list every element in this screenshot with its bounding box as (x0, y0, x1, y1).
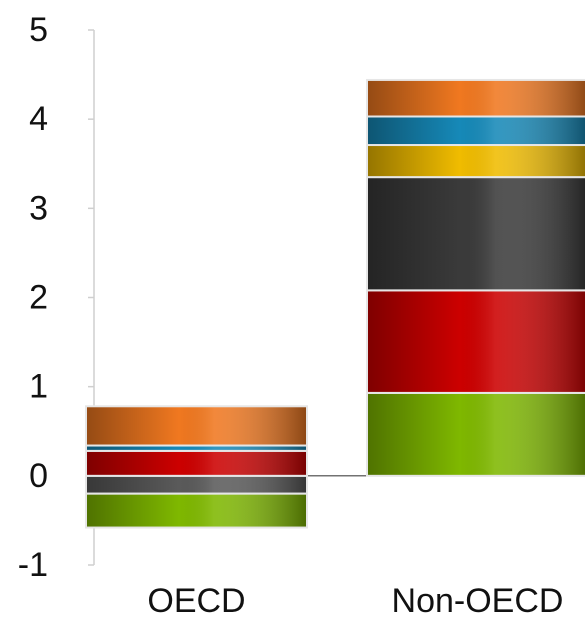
y-tick-label: 4 (29, 100, 48, 138)
x-category-label: Non-OECD (392, 582, 564, 620)
bar-segment (85, 474, 308, 495)
bars (85, 78, 585, 529)
axis-labels: -1 0 1 2 3 4 5 OECD Non-OECD (18, 11, 564, 620)
bar-segment (366, 78, 585, 118)
x-category-label: OECD (147, 582, 245, 620)
bar-segment (85, 405, 308, 447)
y-tick-label: 5 (29, 11, 48, 49)
bar-segment (366, 176, 585, 292)
y-tick-label: -1 (18, 546, 48, 584)
y-tick-label: 3 (29, 189, 48, 227)
bar-segment (366, 144, 585, 179)
bar-segment (85, 449, 308, 477)
y-tick-label: 1 (29, 368, 48, 406)
y-tick-label: 2 (29, 279, 48, 317)
bar-segment (366, 115, 585, 147)
bar-segment (366, 289, 585, 394)
y-tick-label: 0 (29, 457, 48, 495)
bar-segment (366, 391, 585, 477)
bar-segment (85, 492, 308, 529)
